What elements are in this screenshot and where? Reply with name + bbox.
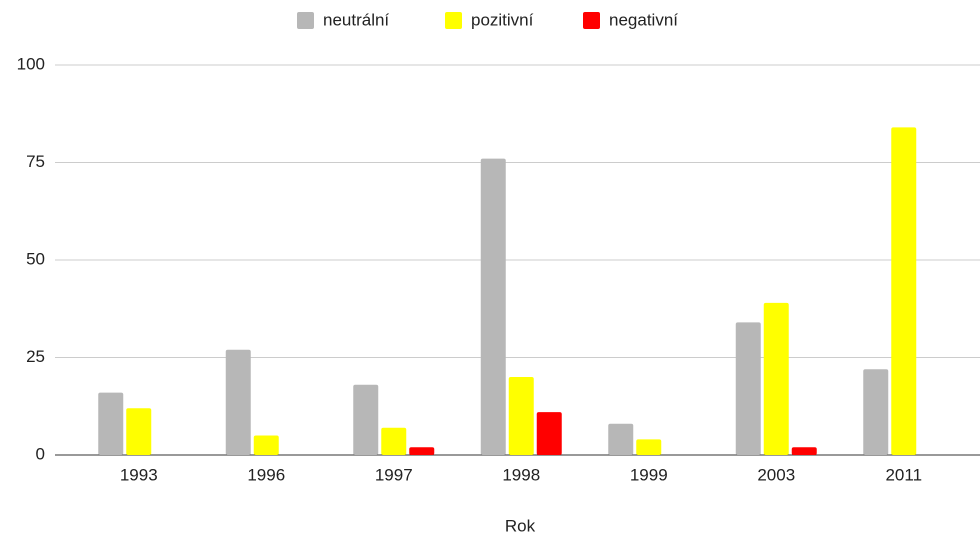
x-axis-title: Rok bbox=[505, 516, 536, 535]
legend-label: pozitivní bbox=[471, 10, 534, 29]
bar bbox=[735, 322, 761, 455]
bar bbox=[508, 377, 534, 455]
bar bbox=[863, 369, 889, 455]
bar bbox=[409, 447, 435, 455]
bar bbox=[763, 302, 789, 455]
y-tick-label: 100 bbox=[17, 54, 45, 73]
x-tick-label: 1998 bbox=[502, 465, 540, 484]
bar bbox=[126, 408, 152, 455]
bar bbox=[253, 435, 279, 455]
bar bbox=[225, 349, 251, 455]
bar bbox=[536, 412, 562, 455]
legend-swatch bbox=[583, 12, 600, 29]
x-tick-label: 1993 bbox=[120, 465, 158, 484]
x-tick-label: 2003 bbox=[757, 465, 795, 484]
x-tick-label: 1997 bbox=[375, 465, 413, 484]
x-tick-label: 1999 bbox=[630, 465, 668, 484]
bar bbox=[381, 427, 407, 455]
y-tick-label: 75 bbox=[26, 152, 45, 171]
y-tick-label: 50 bbox=[26, 249, 45, 268]
x-tick-label: 2011 bbox=[885, 465, 922, 484]
legend-swatch bbox=[297, 12, 314, 29]
legend-label: negativní bbox=[609, 10, 678, 29]
bar bbox=[608, 423, 634, 455]
bar bbox=[353, 384, 379, 455]
y-tick-label: 25 bbox=[26, 347, 45, 366]
bar bbox=[891, 127, 917, 456]
bar bbox=[636, 439, 662, 455]
bar bbox=[98, 392, 124, 455]
y-tick-label: 0 bbox=[36, 444, 45, 463]
bar bbox=[480, 158, 506, 455]
bar bbox=[791, 447, 817, 455]
legend-label: neutrální bbox=[323, 10, 389, 29]
legend-swatch bbox=[445, 12, 462, 29]
x-tick-label: 1996 bbox=[247, 465, 285, 484]
